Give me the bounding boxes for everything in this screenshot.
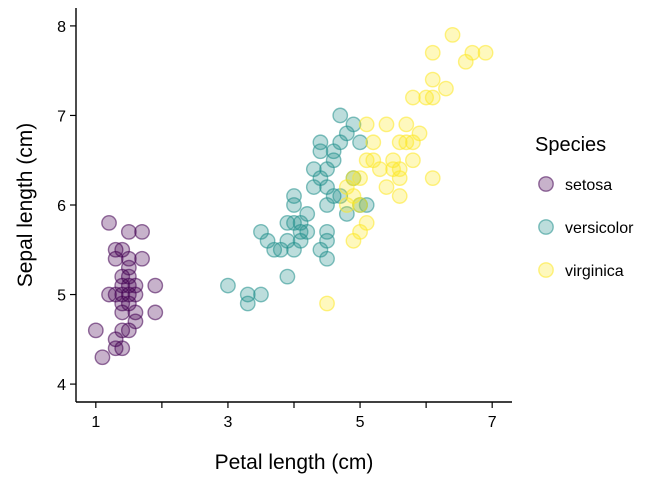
data-point-virginica: [405, 89, 421, 106]
data-point-virginica: [391, 188, 408, 204]
legend: Species setosa versicolor virginica: [535, 134, 634, 280]
data-point-setosa: [101, 215, 117, 231]
data-point-versicolor: [312, 134, 329, 151]
x-tick-label: 5: [356, 414, 365, 431]
data-point-versicolor: [352, 134, 368, 151]
data-point-versicolor: [325, 152, 342, 169]
series-versicolor: [220, 107, 375, 312]
y-tick-label: 7: [57, 108, 66, 125]
data-point-versicolor: [239, 295, 256, 312]
legend-items: setosa versicolor virginica: [538, 176, 634, 280]
points-layer: [87, 26, 494, 366]
legend-swatch-setosa: [538, 176, 554, 192]
data-point-setosa: [127, 304, 144, 321]
data-point-versicolor: [312, 143, 329, 160]
data-point-virginica: [358, 116, 375, 133]
data-point-virginica: [365, 134, 382, 151]
y-tick-label: 8: [57, 19, 66, 36]
data-point-versicolor: [286, 197, 302, 213]
y-tick-label: 5: [57, 288, 66, 305]
y-axis-ticks: 4 5 6 7 8: [57, 19, 76, 394]
x-axis-title: Petal length (cm): [215, 451, 374, 474]
data-point-virginica: [319, 295, 335, 312]
data-point-setosa: [147, 277, 164, 294]
data-point-setosa: [134, 223, 150, 240]
x-axis-ticks: 1 3 5 7: [91, 402, 497, 431]
data-point-virginica: [352, 170, 368, 187]
y-tick-label: 6: [57, 198, 66, 215]
data-point-versicolor: [338, 206, 355, 222]
data-point-versicolor: [299, 206, 316, 222]
x-tick-label: 3: [223, 414, 232, 431]
data-point-virginica: [405, 152, 421, 169]
data-point-virginica: [424, 44, 441, 61]
data-point-virginica: [444, 26, 461, 43]
data-point-setosa: [94, 349, 111, 366]
data-point-setosa: [127, 277, 144, 294]
data-point-setosa: [127, 286, 144, 303]
legend-label-versicolor: versicolor: [565, 220, 634, 237]
data-point-setosa: [120, 259, 137, 276]
data-point-virginica: [438, 80, 454, 97]
data-point-setosa: [114, 340, 131, 357]
data-point-virginica: [398, 116, 415, 133]
data-point-virginica: [411, 125, 428, 142]
data-point-versicolor: [253, 286, 269, 303]
data-point-versicolor: [279, 268, 296, 285]
series-virginica: [319, 26, 494, 312]
data-point-virginica: [352, 197, 368, 213]
legend-swatch-virginica: [538, 262, 554, 278]
legend-label-setosa: setosa: [565, 177, 612, 194]
data-point-versicolor: [345, 116, 362, 133]
data-point-versicolor: [239, 286, 256, 303]
data-point-virginica: [464, 44, 481, 61]
data-point-virginica: [391, 170, 408, 187]
data-point-versicolor: [319, 250, 335, 267]
y-tick-label: 4: [57, 377, 66, 394]
x-tick-label: 7: [488, 414, 497, 431]
data-point-virginica: [424, 89, 441, 106]
data-point-virginica: [424, 71, 441, 88]
data-point-versicolor: [220, 277, 236, 294]
data-point-setosa: [87, 322, 104, 339]
legend-swatch-versicolor: [538, 219, 554, 235]
data-point-setosa: [147, 304, 164, 321]
legend-title: Species: [535, 134, 606, 156]
legend-label-virginica: virginica: [565, 263, 624, 280]
data-point-versicolor: [319, 232, 335, 249]
axes-layer: 4 5 6 7 8 1 3 5 7: [57, 8, 512, 431]
data-point-versicolor: [332, 107, 349, 124]
data-point-virginica: [391, 161, 408, 178]
data-point-virginica: [378, 179, 395, 195]
data-point-virginica: [477, 44, 494, 61]
data-point-setosa: [127, 313, 144, 330]
data-point-virginica: [378, 116, 395, 133]
series-setosa: [87, 215, 164, 366]
data-point-setosa: [134, 250, 150, 267]
data-point-versicolor: [286, 188, 302, 204]
x-tick-label: 1: [91, 414, 100, 431]
data-point-setosa: [120, 223, 137, 240]
data-point-virginica: [358, 215, 375, 231]
data-point-versicolor: [299, 223, 316, 240]
data-point-setosa: [120, 250, 137, 267]
data-point-versicolor: [319, 223, 335, 240]
data-point-virginica: [371, 161, 388, 178]
data-point-virginica: [424, 170, 441, 187]
y-axis-title: Sepal length (cm): [14, 123, 37, 288]
